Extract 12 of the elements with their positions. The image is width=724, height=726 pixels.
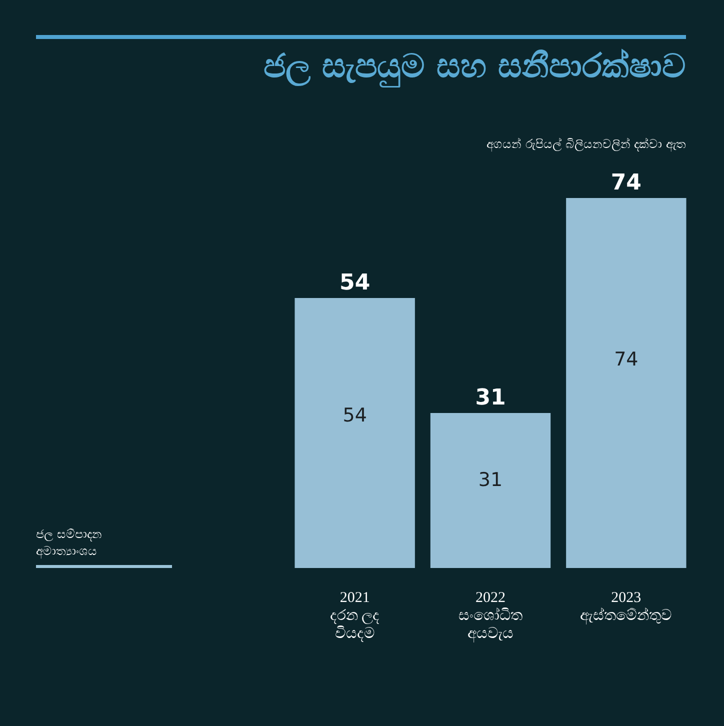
text: ජල සම්පාදන අමාත්‍යාංශය	[36, 526, 102, 560]
chart-subtitle: අගයන් රුපියල් බිලියනවලින් දක්වා ඇත	[486, 137, 686, 151]
data-label: 31	[475, 386, 506, 411]
annotation: 54	[342, 404, 367, 427]
chart-title: ජල සැපයුම සහ සනීපාරක්ෂාව	[264, 46, 686, 86]
data-label: 74	[610, 170, 642, 196]
x-tick-label: 2022 සංශෝධිත අයවැය	[458, 590, 522, 643]
x-tick-label: 2021 දරන ලද වියදම	[330, 590, 380, 642]
annotation: 74	[614, 348, 638, 371]
data-label: 54	[340, 270, 370, 296]
x-tick-label: 2023 ඇස්තමේන්තුව	[580, 590, 672, 625]
annotation: 31	[478, 469, 503, 492]
